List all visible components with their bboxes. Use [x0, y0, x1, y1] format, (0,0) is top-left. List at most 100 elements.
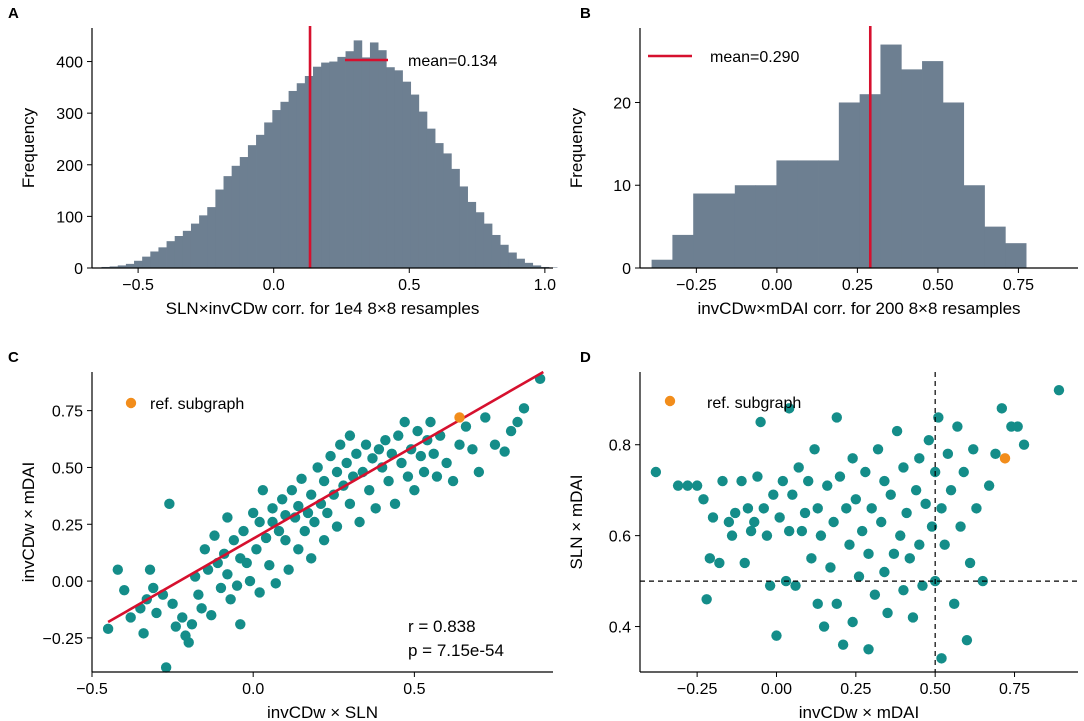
scatter-point: [914, 453, 925, 464]
scatter-point: [844, 539, 855, 550]
scatter-point: [160, 662, 172, 673]
scatter-point: [383, 475, 394, 487]
histogram-bar: [239, 157, 249, 268]
scatter-point: [267, 503, 278, 514]
scatter-point: [863, 644, 874, 655]
x-tick-label: 0.75: [999, 681, 1030, 698]
scatter-point: [945, 484, 957, 496]
histogram-bar: [418, 111, 428, 268]
scatter-point: [742, 503, 754, 514]
histogram-bar: [296, 83, 306, 269]
scatter-point: [907, 612, 919, 623]
histogram-bar: [435, 143, 444, 268]
scatter-point: [254, 516, 265, 528]
scatter-point: [280, 534, 291, 546]
scatter-point: [215, 582, 227, 594]
scatter-point: [850, 494, 862, 505]
scatter-point: [917, 580, 928, 591]
y-tick-label: 0.00: [52, 574, 83, 591]
histogram-bar: [516, 258, 525, 268]
scatter-point: [831, 598, 842, 610]
scatter-point: [402, 471, 414, 482]
scatter-point: [196, 603, 207, 614]
x-tick-label: −0.25: [676, 277, 717, 294]
panel-letter-c: C: [8, 349, 19, 366]
x-axis-label-b: invCDw×mDAI corr. for 200 8×8 resamples: [697, 299, 1020, 318]
scatter-point: [512, 416, 523, 428]
histogram-bar: [321, 62, 330, 269]
scatter-point: [299, 525, 310, 537]
scatter-point: [370, 503, 381, 514]
scatter-point: [990, 448, 1001, 460]
panel-letter-a: A: [8, 5, 19, 22]
scatter-point: [752, 471, 763, 482]
scatter-point: [736, 475, 747, 487]
scatter-point: [701, 594, 712, 605]
scatter-point: [428, 448, 439, 460]
y-tick-label: 400: [56, 55, 83, 72]
y-axis-label-c: invCDw × mDAI: [19, 462, 38, 582]
scatter-point: [228, 534, 240, 546]
scatter-point: [309, 516, 320, 528]
histogram-bar: [150, 251, 159, 268]
scatter-point: [296, 473, 307, 485]
scatter-point: [283, 564, 294, 575]
histogram-bar: [984, 226, 1006, 268]
scatter-point: [322, 507, 333, 519]
scatter-point: [148, 582, 159, 594]
scatter-point: [876, 516, 887, 528]
scatter-point: [360, 439, 372, 450]
histogram-bar: [693, 193, 715, 268]
histogram-bar: [402, 81, 412, 268]
scatter-point: [151, 607, 162, 619]
scatter-point: [235, 619, 246, 630]
scatter-point: [968, 444, 979, 455]
scatter-point: [380, 434, 391, 446]
axis-ticks-b: −0.25 0.00 0.25 0.50 0.75 0 10 20: [613, 95, 1034, 294]
x-tick-label: 0.50: [920, 681, 951, 698]
scatter-point: [1012, 421, 1023, 432]
histogram-bar: [142, 256, 151, 268]
scatter-point: [898, 462, 909, 473]
scatter-point: [119, 584, 130, 596]
histogram-bar: [922, 61, 944, 268]
scatter-point: [277, 494, 288, 505]
histogram-bar: [223, 176, 233, 268]
y-tick-label: 10: [613, 178, 631, 195]
scatter-point: [270, 578, 281, 589]
histogram-bar: [361, 57, 371, 268]
y-tick-label: 0.6: [609, 529, 631, 546]
scatter-point: [260, 532, 272, 544]
scatter-point: [755, 416, 766, 428]
y-tick-label: 0.75: [52, 404, 83, 421]
scatter-point: [847, 453, 858, 464]
scatter-point: [704, 553, 716, 564]
legend-label-a: mean=0.134: [408, 53, 498, 70]
scatter-point: [860, 466, 871, 478]
scatter-point: [251, 544, 262, 555]
scatter-point: [1018, 439, 1030, 450]
histogram-bar: [125, 263, 135, 268]
scatter-point: [518, 403, 530, 414]
scatter-point: [914, 539, 925, 550]
scatter-point: [167, 598, 178, 610]
y-axis-label-b: Frequency: [567, 107, 586, 188]
histogram-bar: [459, 186, 468, 268]
scatter-point: [489, 439, 501, 450]
scatter-point: [723, 516, 735, 528]
scatter-point: [983, 480, 995, 491]
x-tick-label: −0.25: [677, 681, 718, 698]
scatter-point: [936, 503, 947, 514]
histogram-bar: [410, 94, 420, 268]
x-tick-label: 0.50: [922, 277, 953, 294]
histogram-bar: [345, 51, 355, 269]
ref-point-c: [454, 412, 465, 423]
histogram-bar: [158, 247, 167, 268]
histogram-bar: [483, 223, 493, 268]
histogram-bar: [329, 61, 338, 268]
scatter-panel-d: −0.25 0.00 0.25 0.50 0.75 0.4 0.6 0.8 ref. subg…: [567, 372, 1078, 721]
x-tick-label: 0.5: [398, 277, 420, 294]
scatter-point: [318, 475, 330, 487]
scatter-point: [841, 503, 852, 514]
ref-point-d: [999, 453, 1011, 464]
